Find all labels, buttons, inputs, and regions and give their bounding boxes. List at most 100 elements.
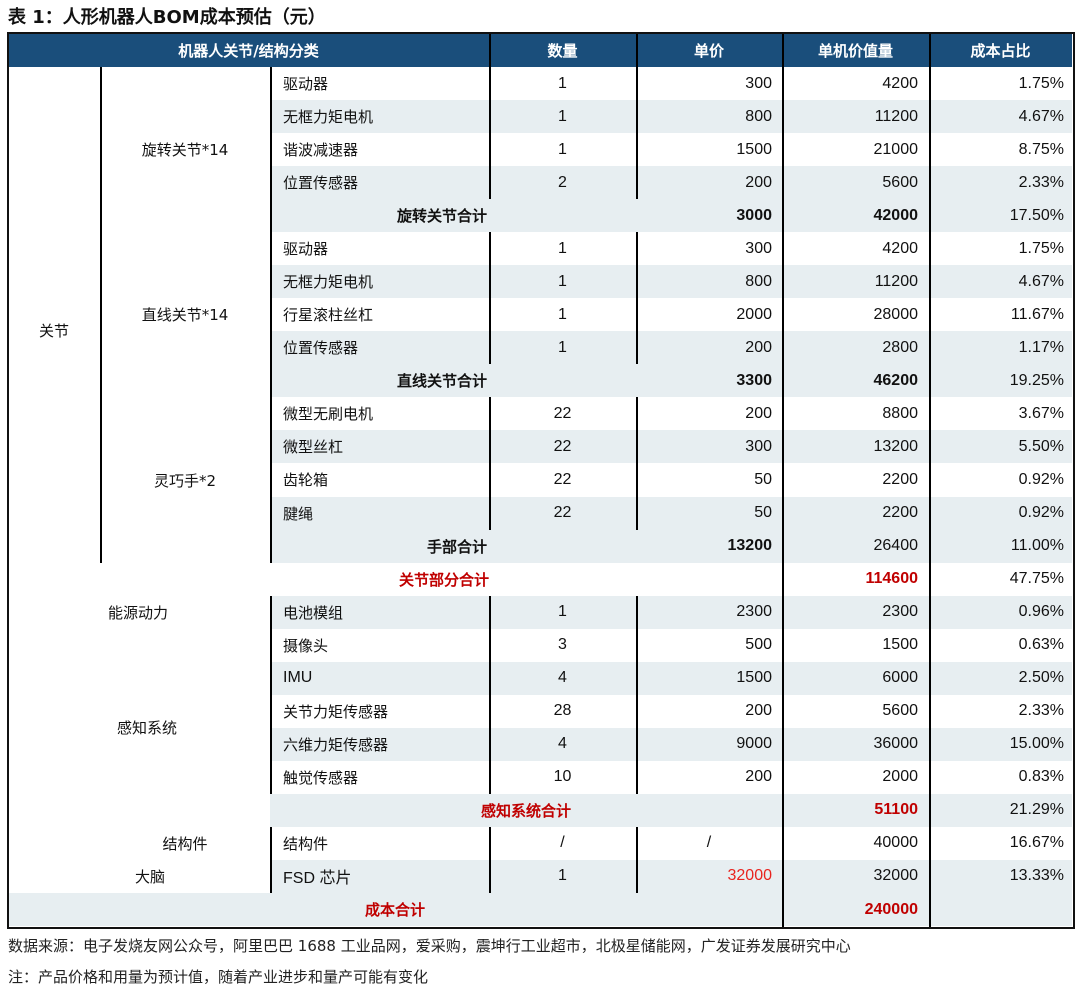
column-divider bbox=[270, 199, 272, 233]
column-divider bbox=[929, 893, 931, 927]
total-cell: 2800 bbox=[882, 338, 918, 356]
subtotal-total: 42000 bbox=[873, 206, 919, 224]
row-shading bbox=[270, 859, 1072, 893]
total-cell: 36000 bbox=[873, 735, 919, 753]
total-cell: 2200 bbox=[882, 504, 918, 522]
group-brain: 大脑 bbox=[134, 868, 165, 886]
column-divider bbox=[270, 298, 272, 332]
column-divider bbox=[100, 529, 102, 564]
column-divider bbox=[100, 463, 102, 497]
item-name: 位置传感器 bbox=[283, 174, 359, 193]
item-name: 驱动器 bbox=[283, 240, 329, 259]
price-cell: 200 bbox=[745, 702, 772, 720]
column-divider bbox=[929, 562, 931, 597]
column-divider bbox=[782, 397, 784, 431]
column-divider bbox=[270, 529, 272, 564]
column-divider bbox=[929, 33, 931, 67]
column-divider bbox=[782, 628, 784, 663]
pct-cell: 4.67% bbox=[1018, 272, 1064, 290]
row-shading bbox=[270, 793, 1072, 827]
column-divider bbox=[100, 430, 102, 464]
pct-cell: 1.75% bbox=[1018, 74, 1064, 92]
column-divider bbox=[929, 529, 931, 564]
column-divider bbox=[782, 133, 784, 167]
subtotal-total: 46200 bbox=[873, 371, 919, 389]
qty-cell: 1 bbox=[558, 305, 567, 323]
column-divider bbox=[782, 298, 784, 332]
total-cell: 4200 bbox=[882, 74, 918, 92]
group-joints: 关节 bbox=[38, 322, 69, 340]
column-divider bbox=[489, 100, 491, 134]
column-divider bbox=[270, 166, 272, 200]
column-divider bbox=[270, 826, 272, 861]
row-shading bbox=[270, 496, 1072, 530]
column-divider bbox=[929, 100, 931, 134]
column-divider bbox=[270, 100, 272, 134]
price-cell: 300 bbox=[745, 239, 772, 257]
column-divider bbox=[270, 628, 272, 663]
column-divider bbox=[489, 760, 491, 795]
price-cell: 9000 bbox=[736, 735, 772, 753]
row-shading bbox=[270, 331, 1072, 365]
qty-cell: 3 bbox=[558, 636, 567, 654]
qty-cell: / bbox=[560, 834, 565, 852]
column-divider bbox=[929, 826, 931, 861]
item-name: 驱动器 bbox=[283, 75, 329, 93]
pct-cell: 2.33% bbox=[1018, 702, 1064, 720]
column-divider bbox=[489, 298, 491, 332]
item-name: 位置传感器 bbox=[283, 339, 359, 358]
column-divider bbox=[636, 430, 638, 464]
item-name: 摄像头 bbox=[283, 636, 329, 655]
qty-cell: 1 bbox=[558, 74, 567, 92]
column-divider bbox=[270, 133, 272, 167]
pct-cell: 1.17% bbox=[1018, 338, 1064, 356]
group-dexterous-hand: 灵巧手*2 bbox=[153, 472, 217, 490]
column-divider bbox=[489, 133, 491, 167]
column-divider bbox=[636, 694, 638, 729]
pct-cell: 2.33% bbox=[1018, 173, 1064, 191]
grand-total-label: 成本合计 bbox=[364, 901, 425, 919]
column-divider bbox=[489, 826, 491, 861]
column-divider bbox=[929, 727, 931, 762]
price-cell: 200 bbox=[745, 173, 772, 191]
column-divider bbox=[782, 232, 784, 266]
header-qty: 数量 bbox=[489, 33, 636, 67]
column-divider bbox=[782, 793, 784, 828]
column-divider bbox=[636, 496, 638, 531]
qty-cell: 1 bbox=[558, 239, 567, 257]
column-divider bbox=[929, 265, 931, 299]
column-divider bbox=[636, 859, 638, 894]
total-cell: 2200 bbox=[882, 470, 918, 488]
price-cell: 300 bbox=[745, 74, 772, 92]
column-divider bbox=[489, 694, 491, 729]
column-divider bbox=[929, 331, 931, 365]
column-divider bbox=[270, 430, 272, 464]
item-name: 行星滚柱丝杠 bbox=[283, 306, 374, 325]
column-divider bbox=[929, 133, 931, 167]
pct-cell: 0.96% bbox=[1018, 603, 1064, 621]
column-divider bbox=[489, 265, 491, 299]
price-cell: 2000 bbox=[736, 305, 772, 323]
item-name: 触觉传感器 bbox=[283, 768, 359, 787]
table-title: 表 1：人形机器人BOM成本预估（元） bbox=[8, 7, 326, 28]
column-divider bbox=[489, 331, 491, 365]
item-name: 六维力矩传感器 bbox=[283, 735, 389, 754]
column-divider bbox=[100, 166, 102, 200]
group-rotary-joint: 旋转关节*14 bbox=[141, 141, 229, 159]
column-divider bbox=[100, 496, 102, 531]
column-divider bbox=[489, 496, 491, 531]
column-divider bbox=[929, 793, 931, 828]
column-divider bbox=[100, 265, 102, 299]
total-cell: 2300 bbox=[882, 603, 918, 621]
column-divider bbox=[782, 199, 784, 233]
column-divider bbox=[270, 727, 272, 762]
price-cell: 200 bbox=[745, 404, 772, 422]
price-cell: / bbox=[706, 834, 712, 852]
subtotal-total: 26400 bbox=[873, 537, 919, 555]
column-divider bbox=[782, 562, 784, 597]
price-cell: 2300 bbox=[736, 603, 772, 621]
column-divider bbox=[636, 232, 638, 266]
qty-cell: 22 bbox=[553, 404, 572, 422]
grand-total-value: 240000 bbox=[864, 900, 918, 918]
